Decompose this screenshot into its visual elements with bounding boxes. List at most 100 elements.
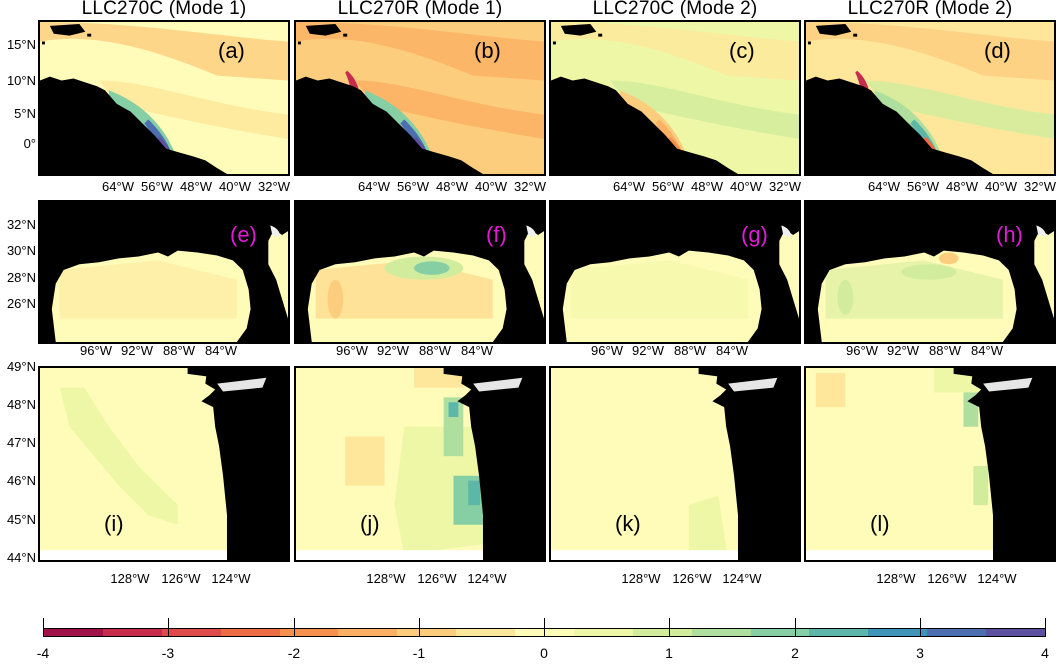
longitude-tick-label: 88°W [419, 343, 451, 358]
coast-edge [781, 225, 792, 237]
anomaly-band [865, 80, 1054, 139]
longitude-tick-label: 32°W [258, 179, 290, 194]
longitude-tick-label: 40°W [730, 179, 762, 194]
longitude-tick-label: 48°W [436, 179, 468, 194]
colorbar-segment [397, 629, 457, 636]
land-mass [967, 368, 1054, 560]
land-mass [296, 202, 544, 342]
longitude-tick-label: 96°W [336, 343, 368, 358]
no-data-strip [551, 550, 738, 560]
anomaly-band [59, 387, 178, 525]
island [305, 23, 342, 36]
latitude-tick-label: 30°N [6, 243, 36, 258]
latitude-tick-label: 26°N [6, 296, 36, 311]
colorbar-tick [920, 618, 921, 637]
colorbar-tick [669, 618, 670, 637]
land-mass [712, 368, 799, 560]
colorbar-segment [220, 629, 280, 636]
colorbar-segment [691, 629, 751, 636]
river-outflow-patch [345, 70, 359, 91]
panel-label: (h) [996, 222, 1023, 247]
colorbar-tick-label: 3 [916, 645, 924, 661]
anomaly-band [610, 80, 799, 139]
colorbar-segment [986, 629, 1045, 636]
longitude-tick-label: 126°W [672, 571, 712, 586]
map-panel-amazon: (b) [294, 20, 546, 176]
colorbar-segment [102, 629, 162, 636]
island [87, 33, 92, 37]
colorbar-tick-label: 4 [1041, 645, 1049, 661]
latitude-tick-label: 5°N [14, 106, 36, 121]
longitude-tick-label: 128°W [110, 571, 150, 586]
land-mass [1028, 202, 1054, 232]
island [41, 41, 45, 45]
latitude-tick-label: 0° [23, 136, 36, 151]
longitude-tick-label: 126°W [161, 571, 201, 586]
panel-label: (g) [741, 222, 768, 247]
map-panel-columbia: (k) [549, 366, 801, 562]
longitude-tick-label: 40°W [475, 179, 507, 194]
longitude-tick-label: 92°W [887, 343, 919, 358]
longitude-tick-label: 126°W [927, 571, 967, 586]
colorbar-tick-label: -3 [161, 645, 175, 661]
latitude-tick-label: 32°N [6, 217, 36, 232]
anomaly-patch [327, 279, 344, 319]
longitude-tick-label: 32°W [514, 179, 546, 194]
longitude-tick-label: 96°W [591, 343, 623, 358]
island [853, 33, 858, 37]
map-field [551, 368, 799, 560]
panel-label: (k) [615, 511, 641, 536]
colorbar-tick-label: 2 [791, 645, 799, 661]
colorbar-segment [809, 629, 869, 636]
longitude-tick-label: 48°W [180, 179, 212, 194]
no-data-strip [296, 550, 483, 560]
anomaly-patch [815, 372, 846, 408]
coastal-plume [468, 480, 481, 506]
panel-label: (f) [486, 222, 507, 247]
column-title: LLC270C (Mode 1) [81, 0, 247, 19]
colorbar-segment [338, 629, 398, 636]
longitude-tick-label: 96°W [80, 343, 112, 358]
longitude-tick-label: 128°W [366, 571, 406, 586]
map-panel-amazon: (c) [549, 20, 801, 176]
longitude-tick-label: 48°W [691, 179, 723, 194]
longitude-tick-label: 124°W [977, 571, 1017, 586]
land-mass [40, 202, 288, 342]
land-mass [806, 202, 1054, 342]
colorbar-segment [868, 629, 928, 636]
longitude-tick-label: 84°W [971, 343, 1003, 358]
latitude-tick-label: 48°N [6, 397, 36, 412]
map-field [551, 202, 799, 342]
longitude-tick-label: 84°W [716, 343, 748, 358]
longitude-tick-label: 92°W [377, 343, 409, 358]
map-panel-gulf: (f) [294, 200, 546, 344]
longitude-tick-label: 32°W [1024, 179, 1056, 194]
colorbar-segment [632, 629, 692, 636]
longitude-tick-label: 88°W [929, 343, 961, 358]
no-data-strip [40, 550, 227, 560]
map-field [806, 368, 1054, 560]
colorbar-tick [1045, 618, 1046, 637]
coastal-plume [448, 402, 459, 417]
anomaly-band [688, 495, 729, 560]
map-panel-columbia: (j) [294, 366, 546, 562]
longitude-tick-label: 84°W [461, 343, 493, 358]
land-mass [296, 76, 483, 174]
latitude-tick-label: 49°N [6, 359, 36, 374]
latitude-tick-label: 10°N [6, 73, 36, 88]
island [49, 23, 86, 36]
land-mass [518, 202, 544, 232]
map-panel-columbia: (i) [38, 366, 290, 562]
colorbar-tick-label: 0 [540, 645, 548, 661]
map-field [296, 202, 544, 342]
column-title: LLC270C (Mode 2) [592, 0, 758, 19]
colorbar-tick [294, 618, 295, 637]
anomaly-band [570, 260, 748, 319]
colorbar-tick-label: 1 [665, 645, 673, 661]
map-field [806, 202, 1054, 342]
colorbar-segment [927, 629, 986, 636]
map-field [40, 202, 288, 342]
colorbar-segment [456, 629, 515, 636]
longitude-tick-label: 40°W [219, 179, 251, 194]
map-field [296, 22, 544, 174]
